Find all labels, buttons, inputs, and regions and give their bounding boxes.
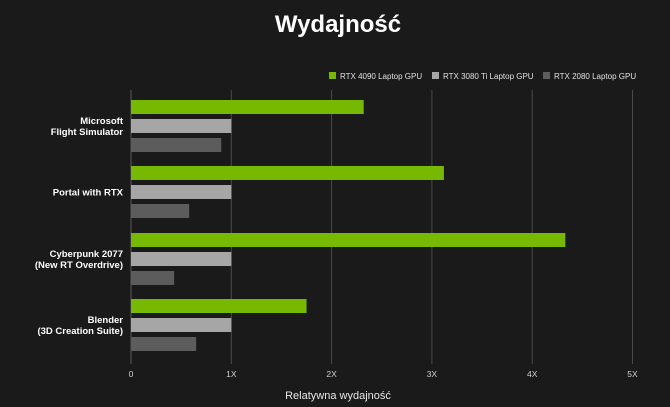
legend-label: RTX 4090 Laptop GPU xyxy=(340,72,422,81)
category-label: Microsoft xyxy=(80,116,124,127)
x-tick-label: 2X xyxy=(326,369,337,379)
bar xyxy=(131,185,232,199)
x-tick-label: 3X xyxy=(427,369,438,379)
bar xyxy=(131,318,232,332)
bar xyxy=(131,100,364,114)
x-axis-label: Relatywna wydajność xyxy=(285,390,391,402)
category-label: (3D Creation Suite) xyxy=(37,326,123,337)
category-label: Portal with RTX xyxy=(53,188,124,199)
category-label: Flight Simulator xyxy=(51,127,124,138)
chart-title: Wydajność xyxy=(275,11,401,38)
x-tick-label: 1X xyxy=(226,369,237,379)
legend-swatch xyxy=(329,72,336,79)
bar xyxy=(131,299,307,313)
legend-swatch xyxy=(543,72,550,79)
legend-label: RTX 2080 Laptop GPU xyxy=(554,72,636,81)
bar xyxy=(131,119,232,133)
x-tick-label: 4X xyxy=(527,369,538,379)
bar xyxy=(131,204,190,218)
legend: RTX 4090 Laptop GPU RTX 3080 Ti Laptop GP… xyxy=(329,72,636,81)
x-tick-label: 0 xyxy=(129,369,134,379)
x-tick-label: 5X xyxy=(627,369,638,379)
bar xyxy=(131,233,566,247)
bar xyxy=(131,138,222,152)
category-label: Blender xyxy=(88,315,124,326)
bar xyxy=(131,252,232,266)
bar xyxy=(131,337,197,351)
category-label: Cyberpunk 2077 xyxy=(50,249,123,260)
legend-label: RTX 3080 Ti Laptop GPU xyxy=(443,72,534,81)
bar xyxy=(131,166,444,180)
legend-swatch xyxy=(432,72,439,79)
bars xyxy=(131,100,566,351)
bar xyxy=(131,271,175,285)
x-axis-ticks: 0 1X 2X 3X 4X 5X xyxy=(129,369,638,379)
category-label: (New RT Overdrive) xyxy=(35,260,123,271)
